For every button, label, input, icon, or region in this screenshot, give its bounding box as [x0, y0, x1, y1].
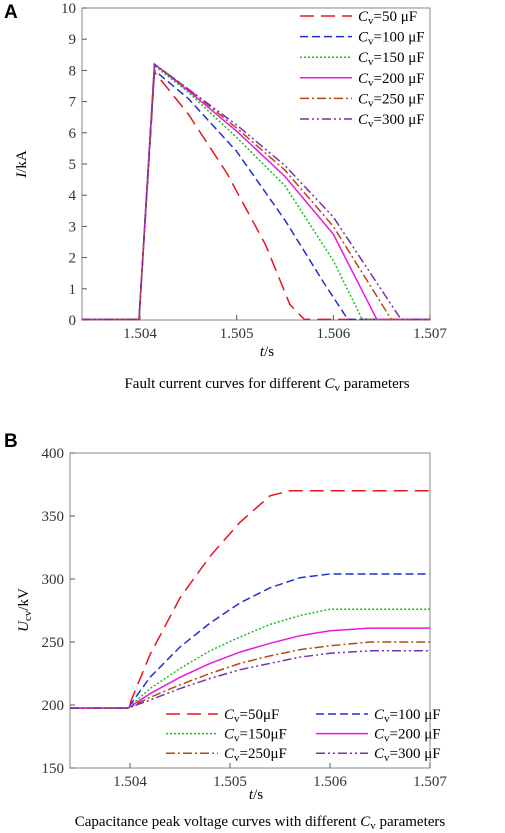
panel-a-y-var: I: [14, 172, 30, 179]
series-line: [70, 608, 430, 709]
panel-b-caption-suffix: parameters: [376, 814, 446, 830]
legend-label: Cv=200 μF: [358, 71, 425, 89]
series-line: [82, 68, 430, 321]
legend-label: Cv=250 μF: [358, 91, 425, 109]
panel-a-series: [82, 62, 430, 321]
y-tick-label: 350: [42, 509, 65, 525]
y-tick-label: 250: [42, 635, 65, 651]
legend-label: Cv=50 μF: [358, 9, 417, 27]
y-tick-label: 6: [69, 126, 77, 142]
panel-b-caption-prefix: Capacitance peak voltage curves with dif…: [75, 814, 360, 830]
panel-b-caption: Capacitance peak voltage curves with dif…: [75, 814, 446, 832]
panel-a-y-axis-title: I/kA: [14, 150, 30, 179]
y-tick-label: 10: [61, 1, 76, 17]
x-tick-label: 1.505: [220, 326, 254, 342]
y-tick-label: 7: [69, 95, 77, 111]
y-tick-label: 3: [69, 219, 77, 235]
panel-a-caption-sub: v: [335, 382, 341, 394]
series-line: [82, 62, 430, 321]
y-tick-label: 2: [69, 251, 77, 267]
legend-label: Cv=100 μF: [374, 707, 441, 725]
panel-b-series: [70, 490, 430, 709]
legend-label: Cv=300 μF: [358, 112, 425, 130]
panel-b-y-var: U: [16, 620, 32, 632]
panel-b-y-unit: /kV: [16, 588, 32, 611]
panel-a-caption-suffix: parameters: [340, 376, 410, 392]
panel-b-plot-frame: [69, 452, 431, 769]
panel-b-x-axis-title: t/s: [249, 787, 263, 803]
y-tick-label: 200: [42, 698, 65, 714]
legend-label: Cv=300 μF: [374, 746, 441, 764]
panel-b-label: B: [4, 431, 18, 452]
y-tick-label: 8: [69, 63, 77, 79]
panel-a-x-unit: /s: [264, 344, 274, 360]
panel-b-x-unit: /s: [253, 787, 263, 803]
x-tick-label: 1.507: [413, 326, 447, 342]
series-line: [82, 70, 430, 321]
x-tick-label: 1.506: [313, 774, 347, 790]
legend-label: Cv=250μF: [224, 746, 287, 764]
panel-a-caption: Fault current curves for different Cv pa…: [124, 376, 409, 394]
panel-b-ticks: 1.504 1.505 1.506 1.507 150 200 250 300 350 400: [42, 446, 448, 790]
x-tick-label: 1.504: [123, 326, 157, 342]
legend-label: Cv=100 μF: [358, 30, 425, 48]
panel-b-legend: Cv=50μF Cv=100 μF Cv=150μF Cv=200 μF Cv=250μ…: [166, 707, 441, 764]
panel-b-caption-sub: v: [370, 820, 376, 832]
series-line: [70, 641, 430, 709]
legend-label: Cv=50μF: [224, 707, 279, 725]
panel-a-caption-prefix: Fault current curves for different: [124, 376, 324, 392]
y-tick-label: 4: [69, 188, 77, 204]
y-tick-label: 300: [42, 572, 65, 588]
panel-b-caption-var: C: [360, 814, 371, 830]
legend-label: Cv=150μF: [224, 727, 287, 745]
x-tick-label: 1.505: [213, 774, 247, 790]
panel-a-y-unit: /kA: [14, 150, 30, 173]
y-tick-label: 0: [69, 313, 77, 329]
y-tick-label: 5: [69, 157, 77, 173]
panel-a-label: A: [4, 2, 18, 23]
x-tick-label: 1.507: [413, 774, 447, 790]
panel-a-x-axis-title: t/s: [260, 344, 274, 360]
series-line: [70, 573, 430, 709]
series-line: [70, 627, 430, 709]
panel-a-legend: Cv=50 μF Cv=100 μF Cv=150 μF Cv=200 μF Cv=25…: [300, 9, 425, 130]
legend-label: Cv=200 μF: [374, 727, 441, 745]
x-tick-label: 1.504: [113, 774, 147, 790]
series-line: [70, 650, 430, 709]
y-tick-label: 9: [69, 32, 77, 48]
panel-b-y-axis-title: Ucv/kV: [16, 588, 34, 632]
panel-a: A 1.504 1.505 1.506 1.507 0 1 2 3 4 5 6 7 8 9 10 Cv=50…: [4, 1, 447, 394]
series-line: [82, 62, 430, 321]
y-tick-label: 400: [42, 446, 65, 462]
panel-a-x-var: t: [260, 344, 265, 360]
panel-b: B 1.504 1.505 1.506 1.507 150 200 250 300 350 400…: [4, 431, 447, 832]
panel-a-caption-var: C: [325, 376, 336, 392]
y-tick-label: 150: [42, 761, 65, 777]
series-line: [70, 490, 430, 709]
legend-label: Cv=150 μF: [358, 50, 425, 68]
panel-b-y-sub: cv: [22, 610, 34, 621]
y-tick-label: 1: [69, 282, 77, 298]
x-tick-label: 1.506: [316, 326, 350, 342]
panel-b-x-var: t: [249, 787, 254, 803]
